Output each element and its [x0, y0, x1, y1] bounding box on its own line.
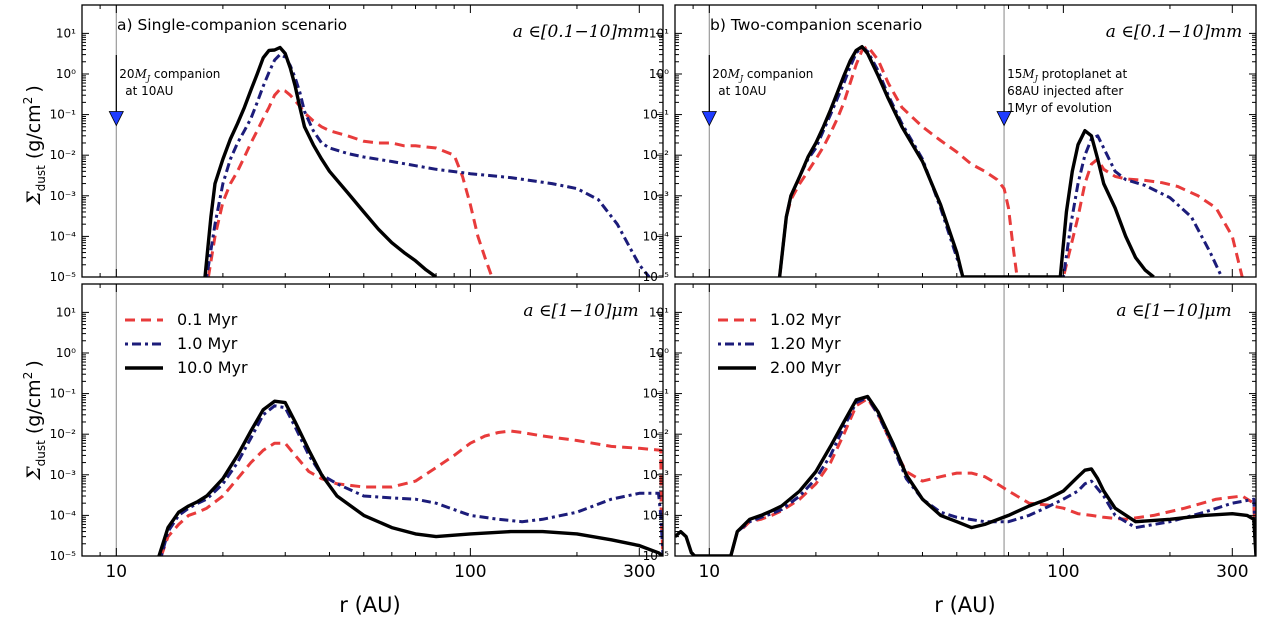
y-tick-label: 10¹: [649, 305, 669, 319]
series-line: [203, 45, 438, 277]
y-tick-label: 10⁻¹: [643, 387, 670, 401]
companion-marker: [701, 111, 717, 127]
x-tick-label: 100: [1047, 562, 1079, 582]
x-axis-label-left: r (AU): [339, 593, 400, 617]
y-tick-label: 10⁻²: [50, 427, 77, 441]
companion-marker: [108, 111, 124, 127]
y-tick-label: 10⁻³: [643, 468, 670, 482]
y-axis-label-top: Σdust (g/cm2): [21, 85, 48, 206]
annotation-text: 20MJ companion: [712, 67, 813, 83]
svg-text:Σdust(g/cm2): Σdust (g/cm2): [21, 360, 48, 481]
y-tick-label: 10⁻⁴: [643, 229, 670, 243]
ylabel-symbol: Σ: [23, 466, 45, 481]
legend-label: 2.00 Myr: [770, 358, 841, 377]
axes-frame: [674, 4, 1257, 278]
ylabel-symbol: Σ: [23, 191, 45, 206]
annotation-text: 15MJ protoplanet at: [1007, 67, 1127, 83]
panel-bottom-right: 10⁻⁵ 10⁻⁴ 10⁻³ 10⁻² 10⁻¹ 10⁰ 10¹ 10 100 300 a ∈[1−…: [643, 283, 1257, 582]
series-line: [157, 399, 663, 556]
ylabel-sup: 2: [21, 97, 35, 105]
series-line: [675, 394, 1256, 556]
x-tick-label: 300: [623, 562, 655, 582]
series-line: [159, 429, 663, 556]
y-tick-label: 10⁻²: [643, 427, 670, 441]
legend-label: 0.1 Myr: [177, 310, 238, 329]
y-tick-label: 10¹: [649, 26, 669, 40]
y-tick-label: 10⁰: [649, 346, 669, 360]
annotation-text: at 10AU: [125, 84, 173, 98]
series-line: [778, 45, 1224, 277]
series-line: [159, 404, 663, 556]
panel-title: a) Single-companion scenario: [117, 16, 347, 34]
series-group: [157, 399, 663, 556]
series-line: [729, 396, 1256, 556]
panel-bottom-left: 10⁻⁵ 10⁻⁴ 10⁻³ 10⁻² 10⁻¹ 10⁰ 10¹ 10 100 300 a ∈[1−…: [50, 283, 664, 582]
series-group: [675, 394, 1256, 556]
annotation-text: at 10AU: [718, 84, 766, 98]
panel-top-right: 10⁻⁵ 10⁻⁴ 10⁻³ 10⁻² 10⁻¹ 10⁰ 10¹ b) Two-compani…: [643, 4, 1257, 284]
y-tick-label: 10⁻²: [50, 148, 77, 162]
y-tick-label: 10⁻⁵: [643, 270, 670, 284]
y-axis-label-bottom: Σdust (g/cm2): [21, 360, 48, 481]
legend-label: 1.20 Myr: [770, 334, 841, 353]
legend-label: 10.0 Myr: [177, 358, 248, 377]
y-tick-label: 10⁻⁵: [50, 270, 77, 284]
ylabel-sup: 2: [21, 372, 35, 380]
size-range-label: a ∈[1−10]μm: [523, 301, 638, 321]
series-line: [206, 87, 494, 277]
size-range-label: a ∈[0.1−10]mm: [513, 22, 650, 42]
legend-label: 1.02 Myr: [770, 310, 841, 329]
ylabel-close: ): [23, 85, 45, 92]
legend: 1.02 Myr 1.20 Myr 2.00 Myr: [718, 310, 841, 377]
y-tick-label: 10⁻³: [50, 189, 77, 203]
ylabel-units: (g/cm: [23, 379, 45, 434]
y-tick-label: 10⁻⁴: [50, 229, 77, 243]
legend-label: 1.0 Myr: [177, 334, 238, 353]
x-tick-label: 10: [105, 562, 127, 582]
ylabel-close: ): [23, 360, 45, 367]
series-line: [205, 53, 651, 277]
series-group: [203, 45, 651, 277]
annotation-text: 1Myr of evolution: [1007, 101, 1112, 115]
series-group: [777, 44, 1244, 277]
y-tick-label: 10⁰: [56, 346, 76, 360]
y-tick-label: 10⁻³: [643, 189, 670, 203]
annotation-text: 20MJ companion: [119, 67, 220, 83]
ylabel-sub: dust: [34, 165, 48, 191]
y-tick-label: 10⁻¹: [643, 108, 670, 122]
y-tick-label: 10⁻¹: [50, 108, 77, 122]
x-tick-label: 10: [698, 562, 720, 582]
panels-group: 10⁻⁵ 10⁻⁴ 10⁻³ 10⁻² 10⁻¹ 10⁰ 10¹ a) Single-comp…: [50, 4, 1257, 582]
y-tick-label: 10⁰: [649, 67, 669, 81]
y-tick-label: 10¹: [56, 305, 76, 319]
ylabel-units: (g/cm: [23, 104, 45, 159]
series-line: [778, 44, 1244, 277]
y-tick-label: 10⁻⁴: [643, 508, 670, 522]
y-tick-label: 10⁻¹: [50, 387, 77, 401]
axes-frame: [674, 283, 1257, 557]
ylabel-sub: dust: [34, 440, 48, 466]
y-tick-label: 10⁻³: [50, 468, 77, 482]
legend: 0.1 Myr 1.0 Myr 10.0 Myr: [125, 310, 248, 377]
size-range-label: a ∈[1−10]μm: [1116, 301, 1231, 321]
annotation-text: 68AU injected after: [1007, 84, 1123, 98]
axes-frame: [81, 283, 664, 557]
x-axis-label-right: r (AU): [934, 593, 995, 617]
y-tick-label: 10⁰: [56, 67, 76, 81]
companion-marker: [996, 111, 1012, 127]
axes-frame: [81, 4, 664, 278]
panel-top-left: 10⁻⁵ 10⁻⁴ 10⁻³ 10⁻² 10⁻¹ 10⁰ 10¹ a) Single-comp…: [50, 4, 664, 284]
y-tick-label: 10⁻⁵: [643, 549, 670, 563]
series-line: [777, 45, 1155, 277]
y-tick-label: 10⁻⁴: [50, 508, 77, 522]
svg-text:Σdust(g/cm2): Σdust (g/cm2): [21, 85, 48, 206]
y-tick-label: 10⁻⁵: [50, 549, 77, 563]
y-tick-label: 10¹: [56, 26, 76, 40]
x-tick-label: 100: [454, 562, 486, 582]
panel-title: b) Two-companion scenario: [710, 16, 922, 34]
size-range-label: a ∈[0.1−10]mm: [1106, 22, 1243, 42]
x-tick-label: 300: [1216, 562, 1248, 582]
y-tick-label: 10⁻²: [643, 148, 670, 162]
